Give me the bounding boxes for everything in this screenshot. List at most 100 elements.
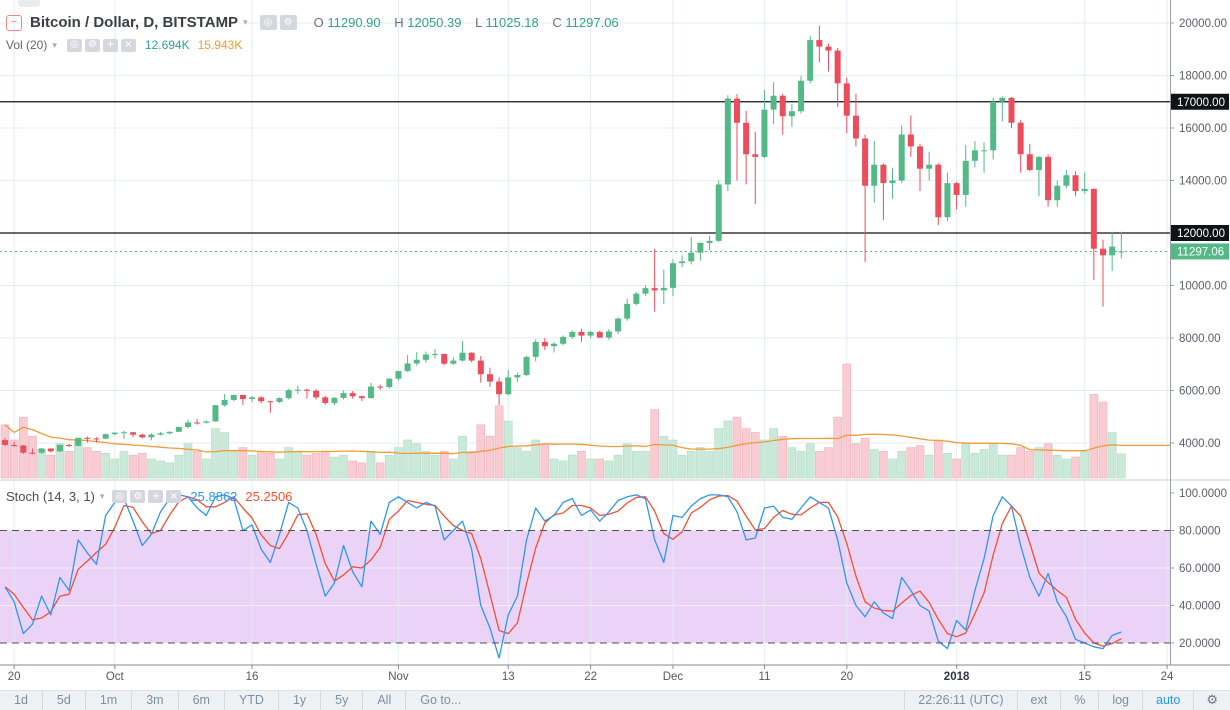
volume-bar bbox=[613, 454, 623, 479]
volume-bar bbox=[229, 451, 239, 479]
range-button-ytd[interactable]: YTD bbox=[225, 691, 279, 710]
time-axis-label[interactable]: 20 bbox=[8, 671, 21, 683]
plus-icon[interactable]: + bbox=[102, 38, 118, 52]
candle bbox=[724, 98, 731, 185]
gear-icon[interactable]: ⚙ bbox=[84, 38, 100, 52]
eye-icon[interactable]: ◎ bbox=[112, 490, 128, 503]
range-button-6m[interactable]: 6m bbox=[179, 691, 225, 710]
time-axis-label[interactable]: Oct bbox=[106, 671, 125, 683]
extended-hours-toggle[interactable]: ext bbox=[1018, 691, 1062, 710]
candle bbox=[752, 154, 759, 157]
price-axis-tick[interactable]: 8000.00 bbox=[1179, 333, 1221, 345]
stoch-axis-tick[interactable]: 60.0000 bbox=[1179, 563, 1221, 575]
range-button-1y[interactable]: 1y bbox=[279, 691, 322, 710]
toolbar-collapse-tab[interactable] bbox=[18, 0, 40, 7]
candle bbox=[981, 150, 988, 152]
volume-bar bbox=[83, 447, 92, 479]
range-button-1m[interactable]: 1m bbox=[86, 691, 133, 710]
stoch-axis-tick[interactable]: 80.0000 bbox=[1179, 526, 1221, 538]
candle bbox=[450, 360, 457, 364]
volume-bar bbox=[366, 451, 376, 479]
close-icon[interactable]: × bbox=[166, 490, 182, 503]
plus-icon[interactable]: + bbox=[148, 490, 164, 503]
eye-icon[interactable]: ◎ bbox=[66, 38, 82, 52]
price-axis-tick[interactable]: 14000.00 bbox=[1179, 176, 1227, 188]
volume-bar bbox=[577, 451, 586, 479]
range-button-1d[interactable]: 1d bbox=[0, 691, 43, 710]
candle bbox=[551, 343, 557, 347]
volume-bar bbox=[156, 460, 165, 479]
symbol-title[interactable]: Bitcoin / Dollar, D, BITSTAMP bbox=[30, 14, 239, 31]
eye-icon[interactable]: ◎ bbox=[259, 15, 277, 30]
clock-utc[interactable]: 22:26:11 (UTC) bbox=[904, 691, 1018, 710]
volume-bar bbox=[430, 454, 440, 479]
close-icon[interactable]: × bbox=[120, 38, 136, 52]
price-axis-tick[interactable]: 6000.00 bbox=[1179, 386, 1221, 398]
price-axis-tick[interactable]: 10000.00 bbox=[1179, 281, 1227, 293]
time-axis-label[interactable]: 22 bbox=[584, 671, 597, 683]
price-axis-tick[interactable]: 18000.00 bbox=[1179, 71, 1227, 83]
time-axis-label[interactable]: 16 bbox=[246, 671, 259, 683]
volume-bar bbox=[384, 454, 394, 479]
candle bbox=[779, 95, 786, 117]
stoch-axis-tick[interactable]: 20.0000 bbox=[1179, 638, 1221, 650]
chevron-down-icon[interactable]: ▾ bbox=[99, 491, 105, 501]
volume-bar bbox=[101, 452, 110, 479]
gear-icon[interactable]: ⚙ bbox=[130, 490, 146, 503]
time-axis-label[interactable]: 13 bbox=[502, 671, 515, 683]
range-button-5d[interactable]: 5d bbox=[43, 691, 86, 710]
volume-bar bbox=[137, 452, 147, 479]
price-axis-tick[interactable]: 4000.00 bbox=[1179, 438, 1221, 450]
time-axis-label[interactable]: 15 bbox=[1078, 671, 1091, 683]
volume-bar bbox=[622, 443, 632, 479]
volume-bar bbox=[119, 451, 129, 479]
volume-bar bbox=[9, 439, 19, 479]
candle bbox=[404, 363, 411, 372]
high-value: 12050.39 bbox=[407, 15, 462, 30]
candle bbox=[843, 83, 850, 116]
candle bbox=[441, 354, 448, 364]
chevron-down-icon[interactable]: ▾ bbox=[243, 17, 248, 27]
volume-bar bbox=[924, 454, 934, 479]
candle bbox=[47, 448, 54, 452]
volume-bar bbox=[458, 435, 467, 479]
gear-icon[interactable]: ⚙ bbox=[279, 15, 297, 30]
candle bbox=[926, 164, 933, 169]
stoch-study-label[interactable]: Stoch (14, 3, 1) bbox=[6, 489, 95, 504]
goto-date-button[interactable]: Go to... bbox=[420, 693, 462, 707]
candle bbox=[1100, 248, 1106, 256]
log-scale-toggle[interactable]: log bbox=[1099, 691, 1143, 710]
price-axis-tick[interactable]: 20000.00 bbox=[1179, 18, 1227, 30]
open-label: O bbox=[313, 15, 324, 30]
range-button-5y[interactable]: 5y bbox=[321, 691, 364, 710]
time-axis-label[interactable]: 20 bbox=[840, 671, 853, 683]
volume-bar bbox=[696, 447, 705, 479]
volume-bar bbox=[540, 443, 550, 479]
percent-scale-toggle[interactable]: % bbox=[1061, 691, 1100, 710]
stoch-k-value: 25.8862 bbox=[190, 489, 238, 504]
volume-bar bbox=[888, 458, 897, 479]
time-axis-label[interactable]: Nov bbox=[388, 671, 409, 683]
collapse-legend-icon[interactable]: − bbox=[6, 14, 22, 31]
range-button-3m[interactable]: 3m bbox=[132, 691, 179, 710]
range-button-all[interactable]: All bbox=[363, 691, 407, 710]
candle bbox=[660, 287, 667, 291]
volume-study-label[interactable]: Vol (20) bbox=[6, 38, 48, 52]
time-axis-label[interactable]: 24 bbox=[1161, 671, 1174, 683]
price-axis-tick[interactable]: 16000.00 bbox=[1179, 123, 1227, 135]
stoch-axis-tick[interactable]: 100.0000 bbox=[1179, 488, 1227, 500]
time-axis-label[interactable]: 2018 bbox=[944, 671, 970, 683]
time-axis-label[interactable]: Dec bbox=[663, 671, 684, 683]
candle bbox=[1017, 122, 1024, 155]
volume-bar bbox=[686, 451, 696, 479]
stoch-axis-tick[interactable]: 40.0000 bbox=[1179, 601, 1221, 613]
candle bbox=[798, 80, 805, 112]
settings-gear-icon[interactable]: ⚙ bbox=[1206, 693, 1218, 708]
candle bbox=[111, 432, 118, 435]
auto-scale-toggle[interactable]: auto bbox=[1143, 691, 1195, 710]
chevron-down-icon[interactable]: ▾ bbox=[52, 39, 57, 50]
volume-bar bbox=[732, 416, 742, 479]
time-axis-label[interactable]: 11 bbox=[758, 671, 770, 683]
candle bbox=[697, 242, 704, 253]
